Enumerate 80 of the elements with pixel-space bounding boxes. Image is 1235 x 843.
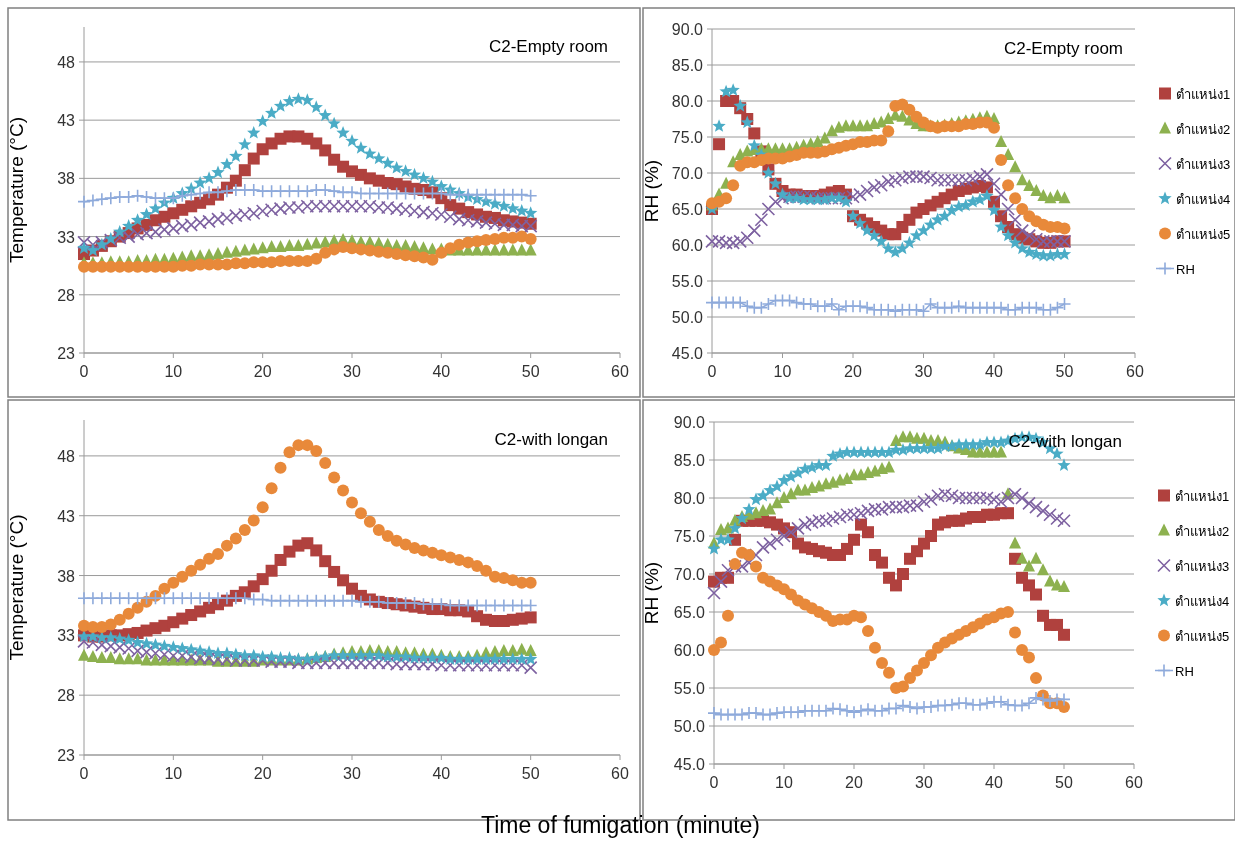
x-tick-label: 20: [253, 765, 272, 782]
legend-label: ตำแหน่ง5: [1175, 628, 1230, 644]
y-tick-label: 50.0: [673, 718, 706, 735]
legend-label: ตำแหน่ง3: [1176, 156, 1231, 172]
x-tick-label: 30: [343, 363, 361, 380]
legend-label: ตำแหน่ง2: [1176, 121, 1231, 137]
x-tick-label: 60: [611, 363, 629, 380]
y-axis-title: RH (%): [641, 561, 662, 625]
y-axis-title: Temperature (°C): [6, 514, 27, 661]
legend-label: ตำแหน่ง2: [1175, 523, 1230, 539]
legend-label: ตำแหน่ง3: [1175, 558, 1230, 574]
x-tick-label: 50: [521, 765, 540, 782]
x-tick-label: 60: [1126, 363, 1144, 380]
x-tick-label: 60: [611, 765, 629, 782]
y-tick-label: 48: [57, 53, 76, 71]
y-tick-label: 90.0: [671, 21, 704, 38]
y-tick-label: 38: [57, 567, 76, 585]
x-tick-label: 30: [915, 774, 933, 791]
y-tick-label: 48: [57, 447, 76, 465]
y-tick-label: 33: [57, 627, 76, 645]
x-tick-label: 40: [985, 363, 1003, 380]
x-tick-label: 30: [914, 363, 933, 380]
text: C2-Empty room: [488, 37, 608, 56]
y-tick-label: 23: [57, 345, 76, 362]
y-tick-label: 55.0: [673, 680, 706, 697]
x-tick-label: 50: [521, 363, 540, 380]
x-tick-label: 20: [845, 774, 863, 791]
y-tick-label: 55.0: [671, 273, 704, 290]
legend-label: ตำแหน่ง1: [1176, 86, 1231, 102]
y-tick-label: 45.0: [673, 756, 706, 773]
y-tick-label: 65.0: [671, 201, 704, 218]
x-tick-label: 40: [985, 774, 1003, 791]
y-tick-label: 65.0: [673, 604, 706, 621]
y-tick-label: 23: [57, 747, 76, 764]
x-axis-title: Time of fumigation (minute): [480, 812, 761, 838]
x-tick-label: 10: [773, 363, 792, 380]
x-tick-label: 60: [1125, 774, 1143, 791]
y-tick-label: 60.0: [673, 642, 706, 659]
x-tick-label: 0: [707, 363, 717, 380]
y-axis-title: RH (%): [641, 159, 662, 223]
y-tick-label: 80.0: [671, 93, 704, 110]
x-tick-label: 40: [432, 765, 451, 782]
x-tick-label: 20: [844, 363, 862, 380]
x-tick-label: 0: [709, 774, 719, 791]
x-tick-label: 20: [253, 363, 272, 380]
text: C2-with longan: [494, 430, 608, 449]
y-tick-label: 43: [57, 507, 76, 525]
x-tick-label: 10: [164, 765, 183, 782]
y-tick-label: 85.0: [671, 57, 704, 74]
x-tick-label: 50: [1055, 774, 1073, 791]
y-tick-label: 90.0: [673, 414, 706, 431]
y-tick-label: 50.0: [671, 309, 704, 326]
x-tick-label: 0: [79, 765, 89, 782]
y-tick-label: 45.0: [671, 345, 704, 362]
y-tick-label: 43: [57, 112, 76, 130]
y-tick-label: 38: [57, 170, 76, 188]
y-tick-label: 75.0: [673, 528, 706, 545]
y-tick-label: 28: [57, 286, 76, 304]
y-tick-label: 70.0: [673, 566, 706, 583]
y-tick-label: 33: [57, 228, 76, 246]
x-tick-label: 30: [343, 765, 361, 782]
y-axis-title: Temperature (°C): [6, 117, 27, 263]
y-tick-label: 28: [57, 687, 76, 705]
x-tick-label: 10: [775, 774, 793, 791]
legend-label: ตำแหน่ง1: [1175, 488, 1230, 504]
y-tick-label: 80.0: [673, 490, 706, 507]
x-tick-label: 0: [79, 363, 89, 380]
y-tick-label: 85.0: [673, 452, 706, 469]
legend-label: ตำแหน่ง4: [1176, 191, 1231, 207]
legend-label: ตำแหน่ง5: [1176, 226, 1231, 242]
legend-label: RH: [1176, 261, 1195, 277]
y-tick-label: 75.0: [671, 129, 704, 146]
x-tick-label: 50: [1055, 363, 1074, 380]
legend-label: RH: [1175, 663, 1194, 679]
text: C2-Empty room: [1003, 39, 1123, 58]
x-tick-label: 10: [164, 363, 183, 380]
y-tick-label: 70.0: [671, 165, 704, 182]
legend-label: ตำแหน่ง4: [1175, 593, 1230, 609]
x-tick-label: 40: [432, 363, 451, 380]
y-tick-label: 60.0: [671, 237, 704, 254]
